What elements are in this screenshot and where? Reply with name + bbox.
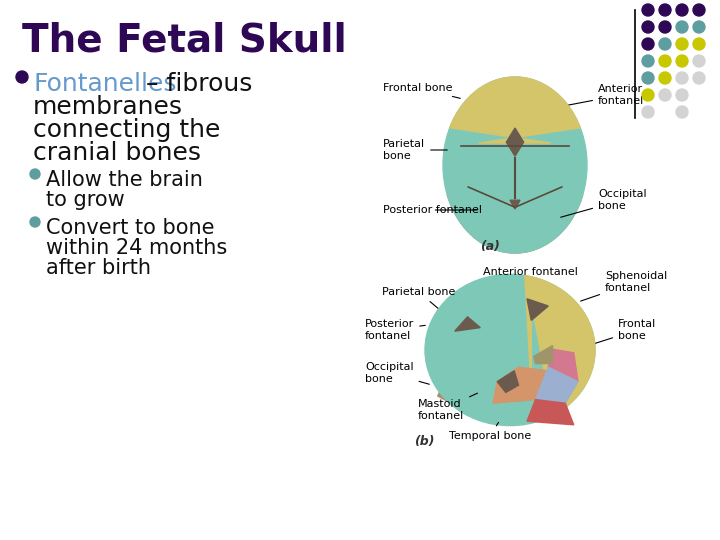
Circle shape [676, 106, 688, 118]
Text: Convert to bone: Convert to bone [46, 218, 215, 238]
Circle shape [659, 72, 671, 84]
Text: Frontal bone: Frontal bone [383, 83, 460, 98]
Text: connecting the: connecting the [33, 118, 220, 142]
Circle shape [676, 89, 688, 101]
Ellipse shape [425, 274, 595, 426]
Polygon shape [527, 400, 574, 425]
Circle shape [642, 21, 654, 33]
Text: – fibrous: – fibrous [138, 72, 253, 96]
Circle shape [659, 89, 671, 101]
Text: Anterior
fontanel: Anterior fontanel [530, 84, 644, 112]
Text: Parietal bone: Parietal bone [382, 287, 455, 308]
Circle shape [659, 38, 671, 50]
Ellipse shape [443, 77, 587, 253]
Text: Posterior fontanel: Posterior fontanel [383, 205, 482, 215]
Text: membranes: membranes [33, 95, 183, 119]
Circle shape [659, 21, 671, 33]
Circle shape [676, 38, 688, 50]
Circle shape [693, 4, 705, 16]
Circle shape [659, 4, 671, 16]
Polygon shape [527, 299, 548, 320]
Text: Sphenoidal
fontanel: Sphenoidal fontanel [580, 271, 667, 301]
Circle shape [642, 55, 654, 67]
Polygon shape [438, 367, 518, 421]
Polygon shape [525, 275, 595, 415]
Circle shape [693, 72, 705, 84]
Polygon shape [534, 346, 552, 363]
Circle shape [642, 106, 654, 118]
Circle shape [642, 89, 654, 101]
Text: Posterior
fontanel: Posterior fontanel [365, 319, 426, 341]
Text: The Fetal Skull: The Fetal Skull [22, 22, 347, 60]
Polygon shape [510, 200, 520, 209]
Text: within 24 months: within 24 months [46, 238, 228, 258]
Text: Frontal
bone: Frontal bone [593, 319, 656, 344]
Circle shape [676, 21, 688, 33]
Circle shape [693, 21, 705, 33]
Circle shape [693, 38, 705, 50]
Circle shape [642, 72, 654, 84]
Text: Parietal
bone: Parietal bone [383, 139, 447, 161]
Polygon shape [447, 174, 582, 253]
Text: to grow: to grow [46, 190, 125, 210]
Polygon shape [548, 349, 578, 382]
Circle shape [659, 55, 671, 67]
Text: cranial bones: cranial bones [33, 141, 201, 165]
Circle shape [16, 71, 28, 83]
Text: Fontanelles: Fontanelles [33, 72, 176, 96]
Text: Mastoid
fontanel: Mastoid fontanel [418, 393, 477, 421]
Text: Allow the brain: Allow the brain [46, 170, 203, 190]
Text: Occipital
bone: Occipital bone [365, 362, 429, 384]
Polygon shape [536, 367, 578, 403]
Circle shape [676, 4, 688, 16]
Circle shape [693, 55, 705, 67]
Circle shape [642, 4, 654, 16]
Polygon shape [498, 371, 518, 393]
Text: Occipital
bone: Occipital bone [561, 189, 647, 217]
Circle shape [676, 55, 688, 67]
Text: Anterior fontanel: Anterior fontanel [482, 267, 577, 289]
Polygon shape [506, 128, 523, 156]
Polygon shape [450, 77, 580, 143]
Circle shape [30, 169, 40, 179]
Circle shape [642, 38, 654, 50]
Text: (b): (b) [414, 435, 434, 448]
Circle shape [676, 72, 688, 84]
Text: (a): (a) [480, 240, 500, 253]
Circle shape [30, 217, 40, 227]
Polygon shape [455, 317, 480, 331]
Polygon shape [493, 367, 548, 403]
Text: after birth: after birth [46, 258, 151, 278]
Text: Temporal bone: Temporal bone [449, 422, 531, 441]
